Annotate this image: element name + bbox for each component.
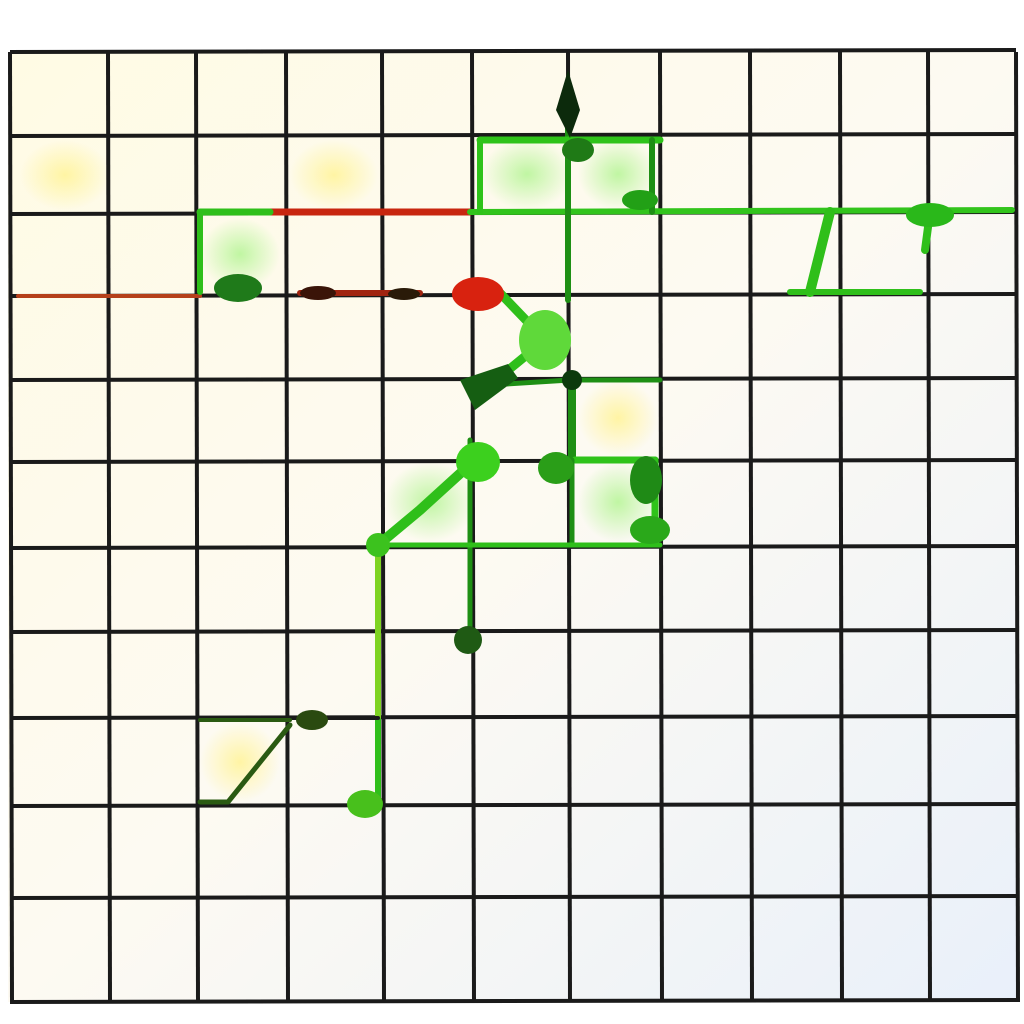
graph-node: [454, 626, 482, 654]
grid-line-horizontal: [9, 998, 1017, 1004]
graph-node: [460, 364, 518, 410]
graph-node: [562, 138, 594, 162]
highlight-cell: [482, 138, 572, 210]
graph-node: [556, 70, 580, 138]
graph-node: [519, 310, 571, 370]
graph-node: [388, 288, 420, 300]
grid-line-horizontal: [9, 48, 1017, 54]
graph-node: [538, 452, 574, 484]
grid-line-horizontal: [9, 628, 1017, 634]
graph-node: [366, 533, 390, 557]
red-node: [452, 277, 504, 311]
grid-line-vertical: [106, 51, 112, 1003]
graph-node: [906, 203, 954, 227]
highlight-cell: [578, 380, 658, 456]
highlight-cell: [20, 140, 110, 210]
graph-node: [347, 790, 383, 818]
grid-line-vertical: [1014, 51, 1020, 1003]
grid-line-horizontal: [9, 132, 1017, 138]
grid-line-vertical: [8, 51, 14, 1003]
graph-node: [630, 516, 670, 544]
highlight-cell: [290, 140, 378, 210]
graph-node: [456, 442, 500, 482]
graph-node: [214, 274, 262, 302]
grid-line-horizontal: [9, 714, 1017, 720]
graph-node: [300, 286, 336, 300]
graph-node: [562, 370, 582, 390]
green-edge: [197, 722, 293, 805]
grid-line-horizontal: [9, 458, 1017, 464]
graph-node: [296, 710, 328, 730]
green-edge: [805, 207, 835, 297]
graph-node: [622, 190, 658, 210]
grid-line-horizontal: [9, 894, 1017, 900]
graph-node: [630, 456, 662, 504]
grid-line-horizontal: [9, 802, 1017, 808]
green-edge: [373, 455, 480, 550]
grid-line-vertical: [194, 51, 200, 1003]
